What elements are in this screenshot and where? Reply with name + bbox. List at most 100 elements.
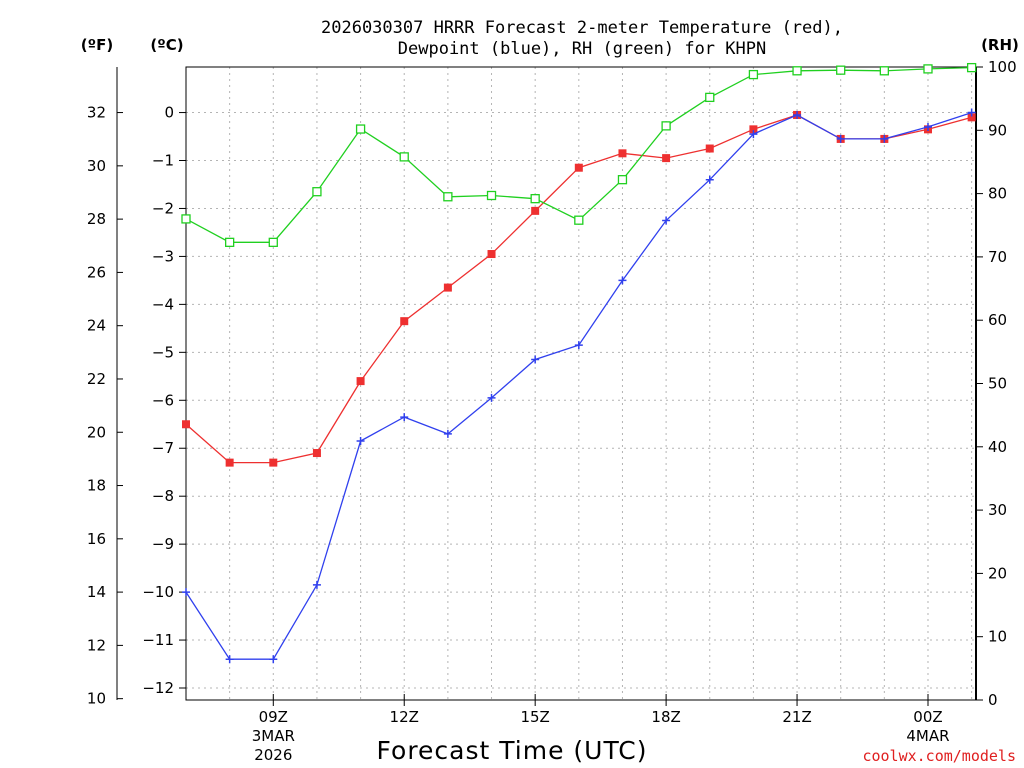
rh-tick-label: 70: [988, 248, 1007, 266]
rh-tick-label: 60: [988, 311, 1007, 329]
x-tick-date-label: 4MAR: [906, 727, 949, 745]
rh-tick-label: 90: [988, 121, 1007, 139]
fahrenheit-tick-label: 30: [87, 157, 106, 175]
dewpoint-point: [269, 655, 278, 664]
x-tick-label: 21Z: [782, 708, 811, 726]
rh-point: [399, 152, 409, 162]
temperature-point: [269, 458, 278, 467]
rh-point: [312, 187, 322, 197]
fahrenheit-tick-label: 10: [87, 690, 106, 708]
dewpoint-point: [662, 216, 671, 225]
dewpoint-point: [618, 276, 627, 285]
celsius-tick-label: −5: [152, 343, 174, 361]
rh-point: [748, 69, 759, 80]
celsius-tick-label: −4: [152, 295, 174, 313]
rh-tick-label: 0: [988, 691, 998, 709]
temperature-point: [487, 250, 496, 259]
series-layer: [181, 62, 977, 664]
dewpoint-point: [182, 588, 190, 597]
rh-point: [355, 124, 366, 134]
dewpoint-point: [574, 341, 583, 350]
rh-point: [224, 237, 235, 247]
temperature-point: [574, 163, 583, 172]
dewpoint-point: [836, 134, 845, 143]
temperature-point: [443, 283, 452, 292]
rh-point: [530, 194, 540, 204]
temperature-point: [749, 125, 758, 134]
fahrenheit-tick-label: 18: [87, 477, 106, 495]
dewpoint-point: [312, 580, 321, 589]
temperature-point: [531, 206, 540, 215]
rh-point: [486, 190, 497, 201]
temperature-point: [662, 154, 671, 163]
rh-point: [966, 62, 977, 73]
dewpoint-point: [923, 122, 932, 131]
rh-point: [792, 66, 802, 76]
rh-tick-label: 100: [988, 58, 1017, 76]
dewpoint-point: [531, 355, 540, 364]
chart-title-line2: Dewpoint (blue), RH (green) for KHPN: [398, 39, 766, 59]
rh-point: [181, 214, 191, 224]
temperature-point: [312, 449, 321, 458]
temperature-point: [356, 377, 365, 386]
x-tick-label: 00Z: [913, 708, 942, 726]
celsius-tick-label: −1: [152, 152, 174, 170]
rh-tick-label: 30: [988, 501, 1007, 519]
dewpoint-point: [356, 437, 365, 446]
x-tick-label: 15Z: [520, 708, 549, 726]
rh-point: [268, 237, 278, 247]
celsius-tick-label: −12: [142, 679, 174, 697]
dewpoint-point: [749, 130, 758, 139]
dewpoint-point: [880, 134, 889, 143]
celsius-tick-label: −11: [142, 631, 174, 649]
celsius-tick-label: −2: [152, 199, 174, 217]
celsius-tick-label: −3: [152, 247, 174, 265]
fahrenheit-tick-label: 26: [87, 263, 106, 281]
temperature-point: [225, 458, 234, 467]
fahrenheit-tick-label: 14: [87, 583, 106, 601]
celsius-tick-label: 0: [164, 104, 174, 122]
rh-point: [879, 66, 889, 76]
temperature-point: [705, 144, 714, 153]
rh-point: [705, 92, 715, 103]
fahrenheit-tick-label: 12: [87, 636, 106, 654]
dewpoint-point: [705, 175, 714, 184]
rh-tick-label: 40: [988, 438, 1007, 456]
dewpoint-point: [225, 655, 234, 664]
temperature-point: [400, 317, 409, 326]
temperature-point: [967, 113, 976, 122]
celsius-unit-label: (ºC): [150, 36, 183, 54]
rh-tick-label: 50: [988, 375, 1007, 393]
rh-point: [923, 64, 933, 74]
rh-point: [661, 121, 671, 131]
axes: 0 −1 −2 −3 −4 −5 −6 −7 −8 −9 −10 −11 −12 32 30 28 26 24 22…: [87, 58, 1017, 764]
rh-point: [836, 65, 846, 75]
fahrenheit-tick-label: 32: [87, 104, 106, 122]
dewpoint-point: [400, 413, 409, 422]
celsius-tick-label: −6: [152, 391, 174, 409]
temperature-point: [182, 420, 190, 429]
credit-text: coolwx.com/models: [862, 747, 1016, 765]
dewpoint-point: [793, 110, 802, 119]
rh-tick-label: 20: [988, 564, 1007, 582]
x-tick-label: 12Z: [390, 708, 419, 726]
dewpoint-point: [443, 429, 452, 438]
x-tick-label: 18Z: [651, 708, 680, 726]
celsius-tick-label: −9: [152, 535, 174, 553]
x-tick-label: 09Z: [259, 708, 288, 726]
temperature-point: [618, 149, 627, 158]
fahrenheit-tick-label: 24: [87, 317, 106, 335]
fahrenheit-tick-label: 28: [87, 210, 106, 228]
celsius-tick-label: −8: [152, 487, 174, 505]
dewpoint-point: [487, 393, 496, 402]
rh-point: [443, 192, 453, 202]
fahrenheit-tick-label: 20: [87, 423, 106, 441]
rh-unit-label: (RH): [981, 36, 1019, 54]
rh-tick-label: 10: [988, 628, 1007, 646]
x-axis-label: Forecast Time (UTC): [377, 736, 648, 765]
rh-point: [617, 175, 628, 185]
rh-tick-label: 80: [988, 185, 1007, 203]
rh-point: [574, 215, 584, 225]
fahrenheit-tick-label: 22: [87, 370, 106, 388]
